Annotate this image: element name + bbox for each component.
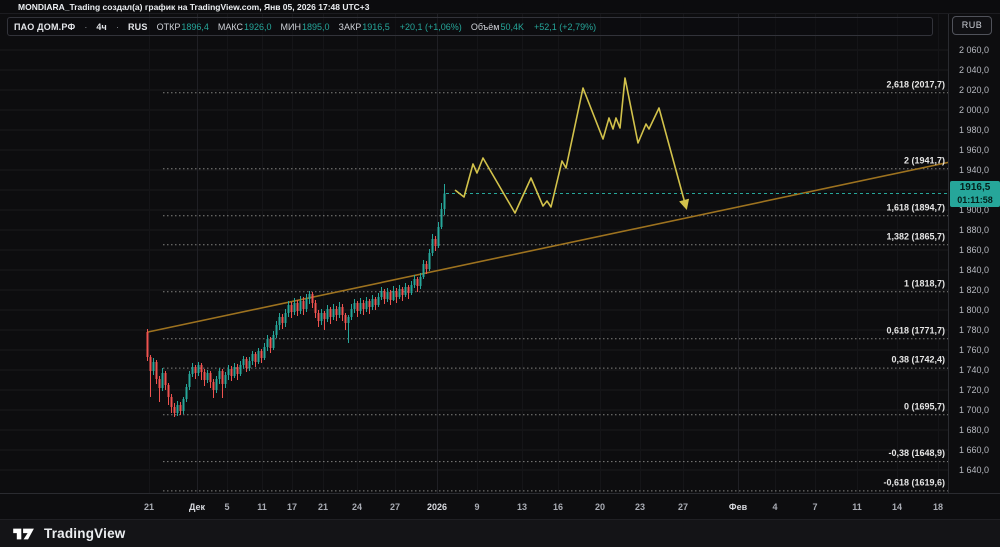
time-axis-label: 16 bbox=[552, 502, 564, 512]
price-axis[interactable]: 1916,5 01:11:58 2 060,0 2 040,0 2 020,0 2 0… bbox=[948, 14, 1000, 519]
symbol-title[interactable]: ПАО ДОМ.РФ bbox=[14, 21, 76, 32]
price-axis-label: 1 700,0 bbox=[959, 405, 990, 415]
time-axis-label: 5 bbox=[224, 502, 230, 512]
tradingview-logo-icon[interactable] bbox=[12, 525, 36, 543]
time-axis-label: 11 bbox=[852, 502, 862, 512]
fib-level-label: 2 (1941,7) bbox=[904, 155, 945, 165]
price-axis-label: 1 880,0 bbox=[959, 225, 990, 235]
price-axis-label: 2 000,0 bbox=[959, 105, 990, 115]
fib-level-label: 1 (1818,7) bbox=[904, 278, 945, 288]
time-axis-label: 14 bbox=[891, 502, 903, 512]
price-axis-label: 2 060,0 bbox=[959, 45, 990, 55]
time-axis-label: 7 bbox=[812, 502, 818, 512]
close-label: ЗАКР bbox=[338, 21, 362, 32]
currency-toggle-button[interactable]: RUB bbox=[952, 16, 992, 35]
price-axis-label: 1 780,0 bbox=[959, 325, 990, 335]
time-axis-label: 27 bbox=[677, 502, 689, 512]
fib-level-labels: 2,618 (2017,7) 2 (1941,7) 1,618 (1894,7) 1,… bbox=[883, 79, 945, 487]
time-axis-label: 20 bbox=[594, 502, 606, 512]
candles-layer bbox=[146, 184, 446, 417]
trend-line[interactable] bbox=[147, 161, 948, 333]
price-axis-label: 1 980,0 bbox=[959, 125, 990, 135]
volume-change-value: +52,1 (+2,79%) bbox=[534, 21, 597, 32]
time-axis[interactable]: 21 Дек 5 11 17 21 24 27 2026 9 13 16 20 23 27 Фев 4 7 11 14… bbox=[0, 493, 1000, 519]
time-axis-label: 13 bbox=[516, 502, 528, 512]
projection-path-drawing[interactable] bbox=[454, 77, 690, 214]
symbol-legend[interactable]: ПАО ДОМ.РФ · 4ч · RUS ОТКР 1896,4 МАКС 1… bbox=[7, 17, 933, 36]
time-axis-label: 17 bbox=[286, 502, 298, 512]
low-label: МИН bbox=[280, 21, 302, 32]
fib-level-label: 0,618 (1771,7) bbox=[886, 325, 945, 335]
time-axis-label: 4 bbox=[772, 502, 778, 512]
fib-level-label: 1,382 (1865,7) bbox=[886, 231, 945, 241]
fib-level-label: -0,38 (1648,9) bbox=[888, 448, 945, 458]
legend-separator: · bbox=[84, 21, 88, 32]
fib-level-label: 0 (1695,7) bbox=[904, 401, 945, 411]
fib-level-label: 2,618 (2017,7) bbox=[886, 79, 945, 89]
price-axis-label: 1 840,0 bbox=[959, 265, 990, 275]
time-axis-label: 23 bbox=[634, 502, 646, 512]
time-axis-label: Дек bbox=[188, 502, 206, 512]
open-value: 1896,4 bbox=[181, 21, 209, 32]
price-axis-label: 1 820,0 bbox=[959, 285, 990, 295]
open-label: ОТКР bbox=[156, 21, 181, 32]
price-axis-label: 1 860,0 bbox=[959, 245, 990, 255]
time-axis-label: 2026 bbox=[426, 502, 448, 512]
ohlc-open: ОТКР 1896,4 bbox=[157, 22, 209, 32]
time-axis-label: 11 bbox=[257, 502, 267, 512]
high-label: МАКС bbox=[217, 21, 244, 32]
price-axis-label: 2 020,0 bbox=[959, 85, 990, 95]
timeframe-label[interactable]: 4ч bbox=[96, 21, 107, 32]
price-axis-label: 1 940,0 bbox=[959, 165, 990, 175]
exchange-label: RUS bbox=[127, 21, 148, 32]
ohlc-high: МАКС 1926,0 bbox=[218, 22, 272, 32]
time-axis-label: 9 bbox=[474, 502, 480, 512]
change-value: +20,1 (+1,06%) bbox=[399, 21, 462, 32]
tradingview-wordmark[interactable]: TradingView bbox=[44, 526, 126, 541]
close-value: 1916,5 bbox=[362, 21, 390, 32]
time-axis-label: 21 bbox=[143, 502, 155, 512]
fib-level-label: 1,618 (1894,7) bbox=[886, 202, 945, 212]
volume-value: 50,4K bbox=[500, 21, 525, 32]
price-axis-label: 2 040,0 bbox=[959, 65, 990, 75]
price-axis-label: 1 900,0 bbox=[959, 205, 990, 215]
footer-bar: TradingView bbox=[0, 519, 1000, 547]
last-price-badge: 1916,5 01:11:58 bbox=[950, 180, 1000, 207]
fib-retracement-tool[interactable] bbox=[163, 92, 948, 492]
volume-pair: Объём 50,4K bbox=[471, 22, 524, 32]
price-axis-label: 1 640,0 bbox=[959, 465, 990, 475]
fib-level-label: -0,618 (1619,6) bbox=[883, 477, 945, 487]
horizontal-gridlines bbox=[0, 49, 948, 471]
low-value: 1895,0 bbox=[302, 21, 330, 32]
attribution-bar: MONDIARA_Trading создал(а) график на Tra… bbox=[0, 0, 1000, 14]
chart-canvas[interactable]: 2,618 (2017,7) 2 (1941,7) 1,618 (1894,7) 1,… bbox=[0, 0, 948, 493]
legend-separator: · bbox=[115, 21, 119, 32]
price-axis-label: 1 720,0 bbox=[959, 385, 990, 395]
price-axis-label: 1 740,0 bbox=[959, 365, 990, 375]
fib-level-label: 0,38 (1742,4) bbox=[891, 355, 945, 365]
high-value: 1926,0 bbox=[244, 21, 272, 32]
time-axis-label: 21 bbox=[317, 502, 329, 512]
time-axis-label: 24 bbox=[351, 502, 363, 512]
price-axis-label: 1 800,0 bbox=[959, 305, 990, 315]
time-axis-label: Фев bbox=[728, 502, 748, 512]
bar-countdown: 01:11:58 bbox=[957, 194, 993, 205]
price-axis-label: 1 660,0 bbox=[959, 445, 990, 455]
ohlc-close: ЗАКР 1916,5 bbox=[339, 22, 390, 32]
vertical-gridlines bbox=[149, 14, 939, 493]
last-price-value: 1916,5 bbox=[959, 181, 991, 193]
volume-label: Объём bbox=[470, 21, 500, 32]
time-axis-label: 27 bbox=[389, 502, 401, 512]
price-axis-label: 1 680,0 bbox=[959, 425, 990, 435]
price-axis-label: 1 960,0 bbox=[959, 145, 990, 155]
time-axis-label: 18 bbox=[932, 502, 944, 512]
price-axis-label: 1 760,0 bbox=[959, 345, 990, 355]
ohlc-low: МИН 1895,0 bbox=[281, 22, 330, 32]
